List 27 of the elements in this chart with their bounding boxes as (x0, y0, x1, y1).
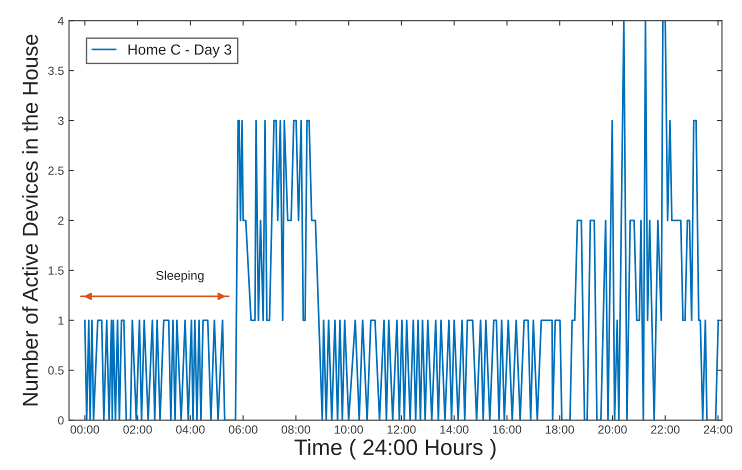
x-tick-label: 06:00 (228, 425, 258, 434)
x-tick-label: 24:00 (704, 425, 732, 434)
y-tick-label: 3.5 (48, 66, 64, 76)
x-tick-label: 16:00 (493, 425, 522, 434)
x-tick-label: 14:00 (440, 425, 468, 434)
x-tick-label: 04:00 (176, 425, 205, 434)
y-tick-label: 0 (58, 416, 64, 425)
y-tick-label: 1 (58, 316, 64, 325)
x-tick-label: 00:00 (70, 425, 100, 434)
y-tick-label: 1.5 (48, 266, 64, 275)
x-tick-label: 20:00 (598, 425, 627, 434)
x-tick-label: 18:00 (546, 425, 574, 434)
y-tick-label: 3 (58, 116, 64, 125)
x-tick-label: 12:00 (388, 425, 416, 434)
y-tick-label: 0.5 (48, 366, 64, 375)
legend-label: Home C - Day 3 (128, 44, 232, 58)
y-tick-label: 4 (58, 16, 64, 25)
y-tick-label: 2.5 (48, 166, 64, 175)
line-series (84, 20, 720, 420)
x-tick-label: 10:00 (334, 425, 363, 434)
annotation: Sleeping (156, 270, 204, 282)
x-tick-label: 02:00 (123, 425, 152, 434)
y-axis-title: Number of Active Devices in the House (22, 34, 38, 406)
x-axis-title: Time ( 24:00 Hours ) (294, 438, 496, 460)
y-tick-label: 2 (58, 216, 64, 225)
x-tick-label: 08:00 (282, 425, 310, 434)
x-tick-label: 22:00 (651, 425, 680, 434)
